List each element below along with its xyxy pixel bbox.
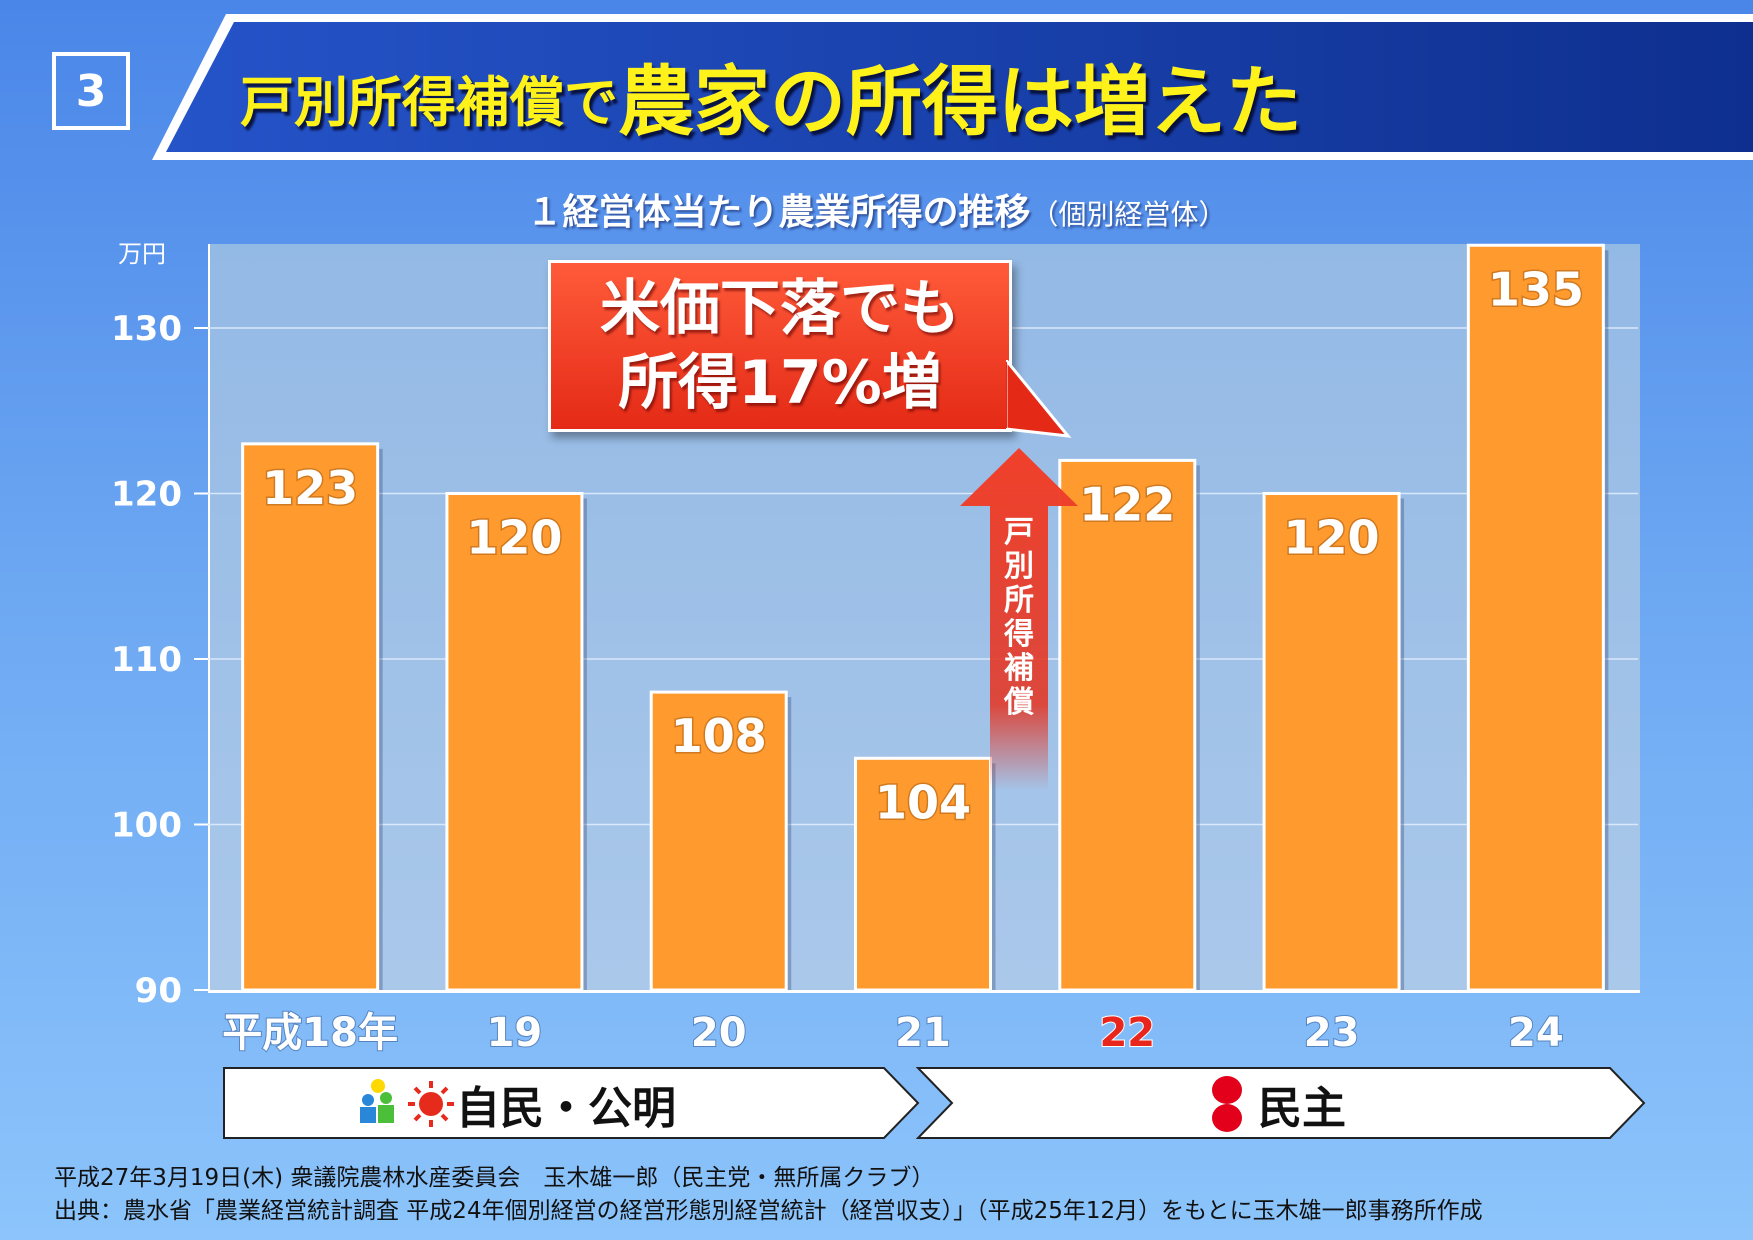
footer-line2: 出典：農水省「農業経営統計調査 平成24年個別経営の経営形態別経営統計（経営収支… xyxy=(54,1198,1483,1224)
footer: 平成27年3月19日(木) 衆議院農林水産委員会 玉木雄一郎（民主党・無所属クラ… xyxy=(54,1162,1483,1228)
era-ribbon-ldp xyxy=(223,1067,920,1139)
chart-subtitle: （個別経営体） xyxy=(1030,198,1227,231)
chart-title: １経営体当たり農業所得の推移（個別経営体） xyxy=(0,183,1753,235)
x-tick-label: 平成18年 xyxy=(222,1010,398,1056)
bar xyxy=(1058,458,1197,992)
arrow-label: 戸 別 所 得 補 償 xyxy=(1004,515,1034,720)
title-banner xyxy=(152,14,1753,160)
bar xyxy=(1466,243,1605,992)
bar-value-label: 120 xyxy=(1284,511,1380,565)
bar xyxy=(854,756,992,992)
bar-value-label: 135 xyxy=(1488,262,1584,316)
bar-value-label: 108 xyxy=(671,709,767,763)
footer-line1: 平成27年3月19日(木) 衆議院農林水産委員会 玉木雄一郎（民主党・無所属クラ… xyxy=(54,1165,935,1191)
era-ribbon-dpj xyxy=(916,1067,1646,1139)
bar-value-label: 122 xyxy=(1079,477,1175,531)
chart-title-main: １経営体当たり農業所得の推移 xyxy=(526,192,1031,233)
slide-number: 3 xyxy=(52,52,130,130)
x-tick-label: 22 xyxy=(1099,1010,1155,1056)
y-axis-unit: 万円 xyxy=(118,240,166,268)
bar xyxy=(445,492,584,992)
era-label-ldp-text: 自民・公明 xyxy=(456,1083,676,1134)
y-tick-label: 110 xyxy=(111,640,182,680)
bar xyxy=(649,690,788,992)
x-tick-label: 20 xyxy=(691,1010,747,1056)
bar-value-label: 104 xyxy=(875,775,971,829)
page-title: 戸別所得補償で 農家の所得は増えた xyxy=(240,40,1302,140)
x-tick-label: 23 xyxy=(1304,1010,1360,1056)
callout-box: 米価下落でも 所得17%増 xyxy=(548,260,1012,432)
y-tick-label: 120 xyxy=(111,475,182,515)
bar-value-label: 123 xyxy=(262,461,358,515)
y-tick-label: 100 xyxy=(111,806,182,846)
dpj-logo-icon xyxy=(1212,1076,1242,1132)
bar xyxy=(241,442,380,992)
komeito-sun-icon xyxy=(408,1081,454,1127)
era-label-ldp: 自民・公明 xyxy=(350,1074,676,1134)
bar-value-label: 120 xyxy=(466,511,562,565)
era-label-dpj: 民主 xyxy=(1204,1074,1346,1134)
y-tick-label: 90 xyxy=(135,971,182,1011)
ldp-logo-icon xyxy=(360,1079,394,1123)
increase-arrow-icon xyxy=(960,448,1078,790)
callout-line1: 米価下落でも xyxy=(600,274,960,344)
title-part2: 農家の所得は増えた xyxy=(618,57,1302,146)
x-tick-label: 19 xyxy=(487,1010,543,1056)
title-part1: 戸別所得補償で xyxy=(240,71,618,134)
callout-pointer xyxy=(1006,360,1072,438)
x-tick-label: 24 xyxy=(1508,1010,1564,1056)
y-tick-label: 130 xyxy=(111,309,182,349)
bar xyxy=(1262,492,1401,992)
x-tick-label: 21 xyxy=(895,1010,951,1056)
callout-line2: 所得17%増 xyxy=(618,348,942,418)
era-label-dpj-text: 民主 xyxy=(1258,1083,1346,1134)
